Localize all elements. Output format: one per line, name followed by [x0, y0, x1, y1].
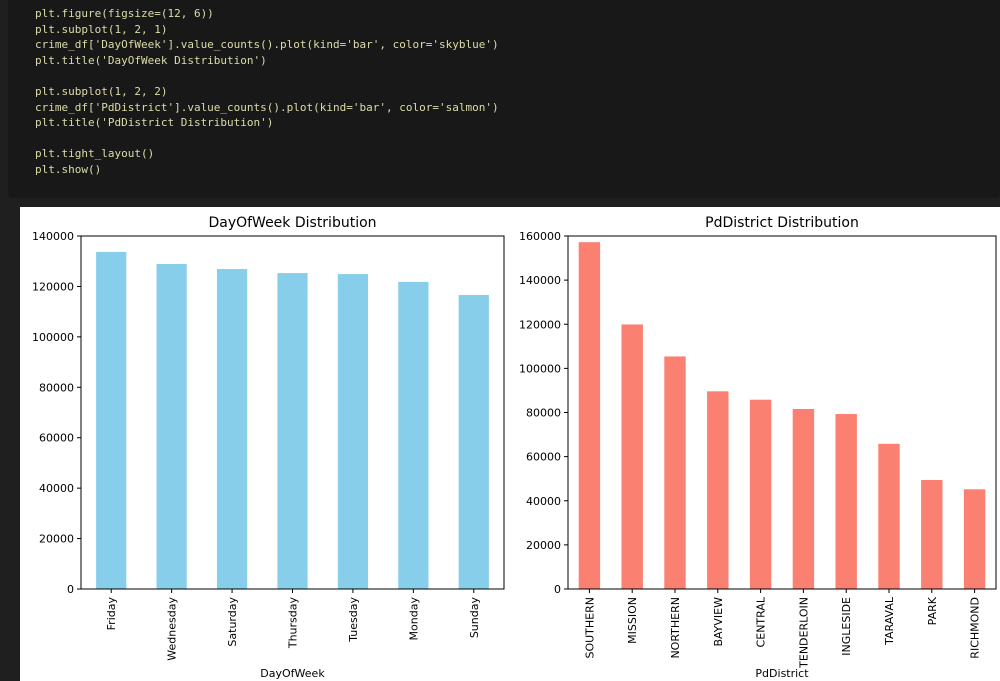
bar [96, 251, 127, 589]
bar [337, 274, 369, 589]
bar [578, 242, 601, 590]
code-line: plt.subplot(1, 2, 1) [35, 22, 168, 36]
x-tick-label: Monday [407, 597, 420, 641]
bar [749, 399, 772, 589]
y-tick-label: 140000 [32, 230, 74, 243]
bar [878, 443, 900, 589]
y-tick-label: 60000 [526, 451, 561, 464]
y-tick-label: 80000 [39, 381, 74, 394]
code-editor[interactable]: plt.figure(figsize=(12, 6)) plt.subplot(1… [35, 6, 499, 193]
x-axis-label: PdDistrict [755, 667, 809, 680]
bar [277, 273, 308, 589]
y-tick-label: 0 [67, 583, 74, 596]
y-tick-label: 40000 [526, 495, 561, 508]
y-tick-label: 80000 [526, 407, 561, 420]
bar [398, 281, 429, 589]
chart-title: PdDistrict Distribution [705, 215, 859, 231]
bar [835, 414, 857, 589]
code-line: plt.title('DayOfWeek Distribution') [35, 53, 267, 67]
code-line: plt.show() [35, 162, 102, 176]
y-tick-label: 100000 [32, 331, 74, 344]
y-tick-label: 40000 [39, 482, 74, 495]
x-tick-label: Wednesday [166, 597, 179, 661]
y-tick-label: 100000 [519, 362, 561, 375]
x-tick-label: Sunday [468, 597, 481, 639]
x-axis-label: DayOfWeek [260, 667, 325, 680]
y-tick-label: 0 [554, 583, 561, 596]
code-cell[interactable] [8, 0, 1000, 198]
code-block: plt.subplot(1, 2, 2) crime_df['PdDistrict… [35, 84, 499, 131]
y-tick-label: 60000 [39, 432, 74, 445]
code-line: plt.figure(figsize=(12, 6)) [35, 7, 214, 20]
axes-frame [80, 235, 505, 590]
y-tick-label: 20000 [526, 539, 561, 552]
bar [792, 408, 815, 589]
bar [664, 356, 686, 589]
x-tick-label: TARAVAL [883, 596, 896, 646]
y-tick-label: 120000 [519, 318, 561, 331]
bar [156, 263, 187, 589]
code-block: plt.figure(figsize=(12, 6)) plt.subplot(1… [35, 6, 499, 68]
bar [921, 480, 943, 589]
x-tick-label: PARK [926, 596, 939, 625]
y-tick-label: 160000 [519, 230, 561, 243]
code-line: plt.title('PdDistrict Distribution') [35, 116, 274, 130]
code-line: plt.subplot(1, 2, 2) [35, 84, 168, 98]
x-tick-label: Saturday [226, 597, 239, 647]
code-line: crime_df['DayOfWeek'].value_counts().plo… [35, 38, 499, 52]
bar [621, 324, 643, 589]
bar [963, 489, 986, 589]
axes-frame [567, 235, 997, 590]
bar [707, 391, 729, 589]
code-line: plt.tight_layout() [35, 147, 155, 161]
code-block: plt.tight_layout() plt.show() [35, 146, 499, 177]
chart-title: DayOfWeek Distribution [208, 215, 376, 231]
x-tick-label: Tuesday [347, 597, 360, 643]
x-tick-label: Thursday [287, 597, 300, 650]
bar [216, 269, 248, 589]
x-tick-label: NORTHERN [669, 597, 682, 659]
y-tick-label: 20000 [39, 533, 74, 546]
bar [458, 295, 489, 589]
x-tick-label: TENDERLOIN [797, 597, 810, 669]
code-line: crime_df['PdDistrict'].value_counts().pl… [35, 100, 499, 114]
x-tick-label: BAYVIEW [712, 597, 725, 647]
y-tick-label: 140000 [519, 274, 561, 287]
x-tick-label: CENTRAL [755, 596, 768, 647]
x-tick-label: SOUTHERN [583, 597, 596, 659]
x-tick-label: INGLESIDE [840, 597, 853, 656]
x-tick-label: RICHMOND [969, 597, 982, 659]
x-tick-label: MISSION [626, 597, 639, 644]
x-tick-label: Friday [105, 597, 118, 631]
output-figure: DayOfWeek Distribution 0 20000 40000 60000 80… [20, 207, 1000, 681]
y-tick-label: 120000 [32, 280, 74, 293]
